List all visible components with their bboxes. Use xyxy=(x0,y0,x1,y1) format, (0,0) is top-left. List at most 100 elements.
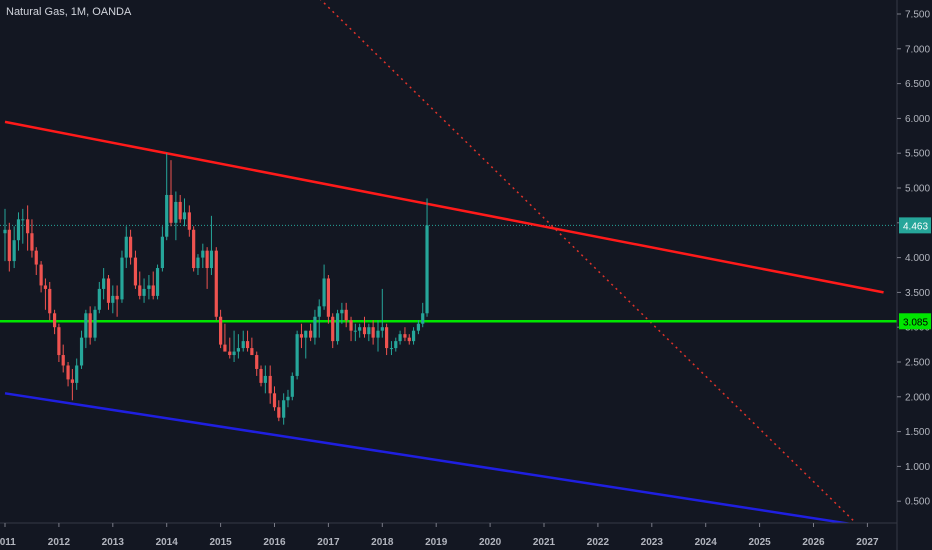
y-tick-label: 2.500 xyxy=(905,358,930,369)
x-tick-label: 2013 xyxy=(102,537,125,548)
candle-body xyxy=(309,330,313,338)
trendline-2 xyxy=(4,392,853,523)
candle-body xyxy=(192,229,196,269)
y-tick-label: 5.000 xyxy=(905,184,930,195)
candle-body xyxy=(317,306,321,317)
trendline-1 xyxy=(4,120,884,294)
candle-body xyxy=(326,278,330,317)
x-tick-label: 2022 xyxy=(587,537,610,548)
last-price-label: 4.463 xyxy=(903,221,928,232)
candle-body xyxy=(349,320,353,331)
candle-body xyxy=(223,344,227,352)
candle-body xyxy=(43,285,48,289)
candle-body xyxy=(155,268,160,296)
candle-body xyxy=(93,309,97,338)
candle-body xyxy=(201,250,205,258)
y-tick-label: 6.500 xyxy=(905,79,930,90)
candle-body xyxy=(102,278,106,289)
candle-body xyxy=(88,313,92,338)
candle-body xyxy=(133,257,138,286)
candle-body xyxy=(385,327,389,349)
candle-body xyxy=(174,201,178,223)
candle-body xyxy=(322,278,326,307)
y-tick-label: 3.500 xyxy=(905,288,930,299)
candle-body xyxy=(416,323,421,331)
candle-body xyxy=(313,316,317,338)
last-price-badge xyxy=(899,217,931,234)
candle-body xyxy=(66,365,70,380)
candle-body xyxy=(7,229,11,262)
candle-body xyxy=(75,365,79,383)
candle-body xyxy=(403,334,407,338)
x-tick-label: 2012 xyxy=(48,537,71,548)
y-tick-label: 1.500 xyxy=(905,427,930,438)
candle-body xyxy=(169,194,173,223)
candle-body xyxy=(124,236,128,258)
candle-body xyxy=(367,327,371,335)
candle-body xyxy=(16,219,21,241)
x-tick-label: 2016 xyxy=(263,537,286,548)
candle-body xyxy=(331,316,335,342)
candle-body xyxy=(115,295,119,300)
x-tick-label: 2027 xyxy=(856,537,879,548)
candle-body xyxy=(128,236,133,258)
trendlines xyxy=(0,0,897,523)
x-tick-label: 2017 xyxy=(317,537,340,548)
y-tick-label: 0.500 xyxy=(905,497,930,508)
candle-body xyxy=(178,201,182,220)
candle-body xyxy=(26,219,30,234)
candle-body xyxy=(12,240,16,262)
candle-body xyxy=(57,327,61,356)
candle-body xyxy=(286,396,290,401)
candle-body xyxy=(268,375,272,394)
level-price-label: 3.085 xyxy=(903,317,928,328)
candle-body xyxy=(228,351,232,356)
price-labels: 4.463 3.085 xyxy=(899,217,931,330)
candle-body xyxy=(160,236,164,269)
candle-body xyxy=(299,334,304,338)
candle-body xyxy=(421,313,425,324)
candle-body xyxy=(232,351,236,356)
y-tick-label: 6.000 xyxy=(905,114,930,125)
candle-body xyxy=(3,229,7,234)
x-tick-label: 2024 xyxy=(695,537,718,548)
level-price-badge xyxy=(899,313,931,330)
candle-body xyxy=(304,330,308,338)
candle-body xyxy=(165,194,169,237)
candle-body xyxy=(34,250,38,265)
candle-body xyxy=(106,278,111,303)
candle-body xyxy=(407,337,411,342)
candle-body xyxy=(209,250,214,269)
candle-body xyxy=(425,225,429,314)
candle-body xyxy=(358,327,362,331)
candle-body xyxy=(70,379,74,383)
candle-body xyxy=(182,212,187,220)
x-tick-label: 2019 xyxy=(425,537,448,548)
x-tick-label: 2023 xyxy=(641,537,664,548)
candle-body xyxy=(353,330,357,332)
candle-body xyxy=(340,309,344,314)
candle-body xyxy=(263,375,267,383)
candle-body xyxy=(295,334,299,376)
candle-body xyxy=(214,250,218,317)
y-tick-label: 7.500 xyxy=(905,10,930,21)
candle-body xyxy=(39,264,43,286)
candle-body xyxy=(250,348,254,356)
candle-body xyxy=(48,288,52,314)
x-tick-label: 2014 xyxy=(156,537,179,548)
candle-body xyxy=(259,368,263,383)
x-tick-label: 2020 xyxy=(479,537,502,548)
y-tick-label: 1.000 xyxy=(905,462,930,473)
candle-body xyxy=(52,313,57,328)
y-tick-label: 2.000 xyxy=(905,392,930,403)
candle-body xyxy=(205,250,209,269)
chart-title: Natural Gas, 1M, OANDA xyxy=(6,6,132,18)
candle-body xyxy=(290,375,294,397)
candles xyxy=(3,153,429,425)
candle-body xyxy=(282,400,286,418)
candle-body xyxy=(138,285,142,296)
candle-body xyxy=(147,285,151,289)
candle-body xyxy=(380,327,384,331)
